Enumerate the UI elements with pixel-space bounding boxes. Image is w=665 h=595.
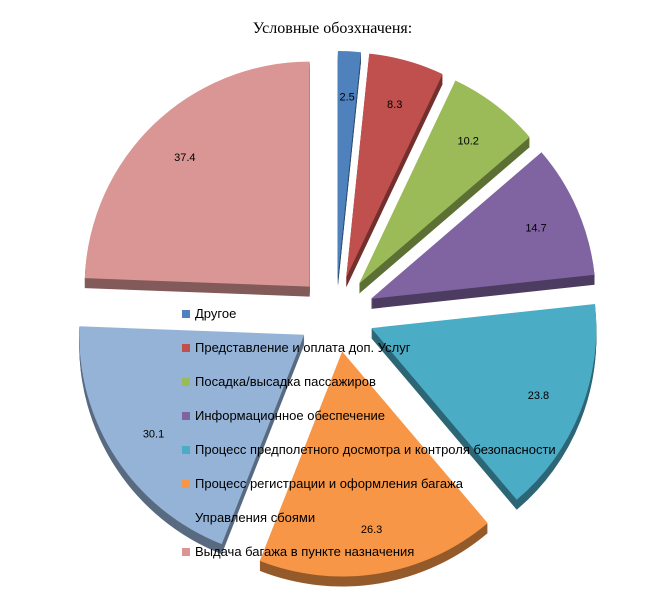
- pie-slice: [84, 61, 310, 287]
- data-label: 23.8: [528, 390, 549, 402]
- pie-slice: [346, 53, 443, 278]
- data-label: 26.3: [361, 524, 382, 536]
- pie-slice: [337, 51, 361, 277]
- legend-swatch: [182, 412, 190, 420]
- legend-label: Процесс предполетного досмотра и контрол…: [195, 442, 556, 457]
- legend-swatch: [182, 514, 190, 522]
- legend-swatch: [182, 548, 190, 556]
- legend-label: Процесс регистрации и оформления багажа: [195, 476, 463, 491]
- pie-slice: [259, 351, 488, 577]
- pie-slice: [370, 152, 595, 299]
- pie-slice: [371, 303, 597, 500]
- legend-label: Посадка/высадка пассажиров: [195, 374, 376, 389]
- legend-label: Управления сбоями: [195, 510, 316, 525]
- data-label: 14.7: [525, 222, 546, 234]
- legend-swatch: [182, 378, 190, 386]
- data-label: 10.2: [458, 136, 479, 148]
- legend-swatch: [182, 310, 190, 318]
- data-label: 8.3: [387, 99, 402, 111]
- pie-slice: [79, 326, 305, 545]
- legend-swatch: [182, 480, 190, 488]
- legend-swatch: [182, 446, 190, 454]
- chart-title: Условные обозхначеня:: [252, 20, 413, 37]
- legend-label: Выдача багажа в пункте назначения: [195, 544, 415, 559]
- legend-swatch: [182, 344, 190, 352]
- data-label: 30.1: [143, 428, 164, 440]
- legend-label: Другое: [195, 306, 237, 321]
- pie-slice: [359, 80, 530, 284]
- data-label: 2.5: [340, 91, 355, 103]
- data-label: 37.4: [174, 152, 195, 164]
- legend-label: Представление и оплата доп. Услуг: [195, 340, 411, 355]
- legend-label: Информационное обеспечение: [195, 408, 385, 423]
